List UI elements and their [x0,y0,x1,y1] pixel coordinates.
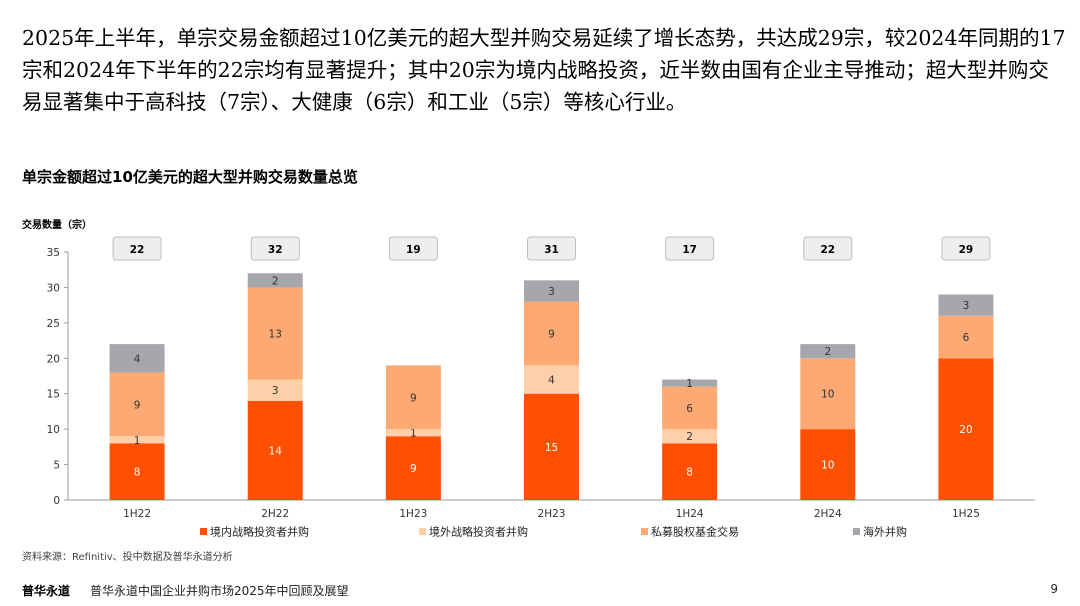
bar-segment [524,280,579,302]
data-label: 10 [821,389,834,401]
bar-segment [938,358,994,500]
data-label: 1 [686,378,693,390]
bar-segment [662,443,718,500]
total-label: 17 [682,244,697,256]
data-label: 2 [686,431,693,443]
bar-segment [938,294,994,316]
data-label: 4 [548,375,555,387]
total-label: 22 [130,244,145,256]
data-label: 6 [686,403,693,415]
y-tick-label: 35 [47,247,60,259]
total-box [388,236,438,261]
legend-label: 私募股权基金交易 [651,525,739,539]
footer-report-title: 普华永道中国企业并购市场2025年中回顾及展望 [90,584,349,598]
chart-title: 单宗金额超过10亿美元的超大型并购交易数量总览 [22,168,358,186]
total-box [665,236,715,261]
total-box [803,236,853,261]
total-label: 22 [820,244,835,256]
bar-segment [385,429,441,437]
data-label: 20 [959,424,972,436]
total-label: 19 [406,244,421,256]
data-label: 2 [272,275,279,287]
y-tick-label: 0 [53,495,60,507]
total-box [112,236,162,261]
bar-segment [385,365,441,430]
total-label: 29 [959,244,974,256]
x-tick-label: 1H25 [952,508,980,520]
bar-segment [938,315,994,359]
data-label: 9 [410,463,417,475]
bar-segment [800,344,856,359]
bar-segment [385,436,441,500]
data-label: 1 [134,435,141,447]
data-label: 2 [824,346,831,358]
legend: 境内战略投资者并购 境外战略投资者并购 私募股权基金交易 海外并购 [200,525,907,539]
bars: 8 1 9 4 1H22 14 3 13 2 2H22 9 1 9 1H23 15 4 9 3 2H23 8 2 6 1 1H… [109,273,994,520]
total-boxes: 22 32 19 31 17 22 29 [112,236,991,261]
x-tick-label: 2H24 [814,508,842,520]
data-label: 8 [686,467,693,479]
legend-swatch [641,528,648,535]
data-label: 1 [410,428,417,440]
legend-swatch [853,528,860,535]
bar-segment [662,386,718,430]
total-box [941,236,991,261]
page-number: 9 [1050,582,1058,596]
y-tick-label: 20 [47,353,60,365]
x-tick-label: 2H23 [538,508,566,520]
bar-segment [524,365,579,394]
intro-paragraph: 2025年上半年，单宗交易金额超过10亿美元的超大型并购交易延续了增长态势，共达… [22,26,1066,114]
bar-segment [109,372,165,437]
legend-swatch [200,528,207,535]
data-label: 13 [269,328,282,340]
y-tick-label: 30 [47,282,60,294]
bar-segment [109,344,165,373]
data-label: 9 [410,392,417,404]
y-tick-label: 15 [47,389,60,401]
bar-segment [524,301,579,366]
y-tick-label: 10 [47,424,60,436]
legend-label: 海外并购 [863,525,907,539]
bar-segment [109,443,165,500]
data-label: 15 [545,442,558,454]
total-box [527,236,576,261]
y-axis-label: 交易数量（宗） [22,218,92,231]
axes: 0 5 10 15 20 25 30 35 [47,247,1035,507]
source-note: 资料来源：Refinitiv、投中数据及普华永道分析 [22,552,233,563]
bar-segment [800,429,856,500]
total-box [250,236,300,261]
data-label: 3 [963,300,970,312]
bar-segment [247,287,303,380]
data-label: 8 [134,467,141,479]
y-tick-label: 25 [47,318,60,330]
x-tick-label: 1H24 [676,508,704,520]
total-label: 31 [544,244,559,256]
legend-swatch [419,528,426,535]
bar-segment [524,393,579,500]
bar-segment [109,436,165,444]
data-label: 4 [134,353,141,365]
y-tick-label: 5 [53,460,60,472]
footer-brand: 普华永道 [22,584,71,598]
data-label: 3 [548,286,555,298]
total-label: 32 [268,244,283,256]
bar-segment [662,429,718,444]
data-label: 6 [963,332,970,344]
x-tick-label: 2H22 [261,508,289,520]
legend-label: 境内战略投资者并购 [210,525,309,539]
x-tick-label: 1H23 [399,508,427,520]
bar-segment [247,400,303,500]
data-label: 14 [269,445,283,457]
data-label: 9 [548,328,555,340]
bar-segment [800,358,856,430]
data-label: 9 [134,399,141,411]
x-tick-label: 1H22 [123,508,151,520]
bar-segment [662,379,718,387]
bar-segment [247,273,303,288]
legend-label: 境外战略投资者并购 [429,525,528,539]
data-label: 10 [821,460,834,472]
bar-segment [247,379,303,401]
data-label: 3 [272,385,279,397]
